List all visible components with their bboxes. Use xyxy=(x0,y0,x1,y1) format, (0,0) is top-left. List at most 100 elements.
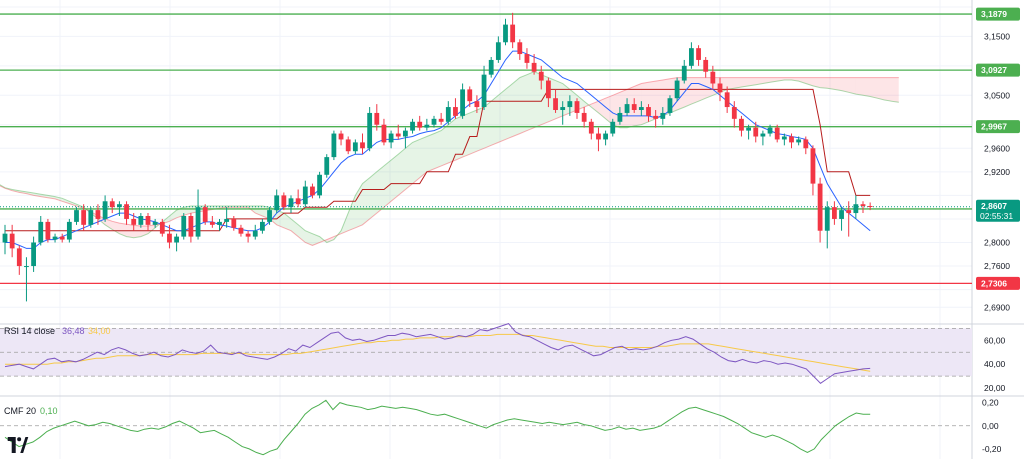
level-tag xyxy=(976,276,1020,290)
candle-bearish xyxy=(574,101,580,113)
cloud-segment-bearish xyxy=(105,218,113,230)
senkou-span-a xyxy=(0,71,899,244)
cloud-segment-bullish xyxy=(348,195,356,231)
candle-bullish xyxy=(767,127,773,134)
candle-bearish xyxy=(653,115,659,119)
cmf-tick-label: 0,20 xyxy=(982,398,999,408)
cloud-segment-bullish xyxy=(341,213,349,234)
cloud-segment-bullish xyxy=(33,193,41,197)
cloud-segment-bearish xyxy=(727,77,735,90)
candle-bullish xyxy=(288,198,294,208)
cloud-segment-bullish xyxy=(419,136,427,178)
level-tag-label: 2,7306 xyxy=(981,278,1007,288)
cloud-segment-bearish xyxy=(762,77,771,84)
candle-bearish xyxy=(517,42,523,55)
price-axis: 3,1500 3,0500 2,9600 2,9200 2,8000 2,7600 2,69… xyxy=(976,7,1020,454)
candle-bullish xyxy=(460,89,465,116)
cloud-segment-bullish xyxy=(169,210,177,222)
candle-bullish xyxy=(66,221,72,240)
candle-bullish xyxy=(367,112,373,149)
candle-bullish xyxy=(52,236,58,240)
candle-bullish xyxy=(195,207,201,237)
candle-bearish xyxy=(453,107,458,116)
candle-bullish xyxy=(638,107,644,110)
cloud-segment-bullish xyxy=(283,213,291,231)
cloud-segment-bullish xyxy=(319,236,327,243)
candle-bearish xyxy=(360,142,365,149)
candle-bullish xyxy=(117,204,122,208)
cloud-segment-bearish xyxy=(812,77,821,88)
cloud-segment-bearish xyxy=(627,86,635,128)
candle-bearish xyxy=(531,62,537,72)
tradingview-logo-icon xyxy=(7,437,29,453)
cloud-segment-bearish xyxy=(798,77,806,84)
cloud-segment-bullish xyxy=(176,207,184,218)
candle-bullish xyxy=(274,195,280,211)
cloud-segment-bullish xyxy=(398,148,406,196)
candle-bearish xyxy=(145,216,151,225)
candle-bullish xyxy=(267,210,272,222)
candle-bearish xyxy=(739,118,744,131)
candle-bearish xyxy=(16,248,22,267)
cloud-segment-bearish xyxy=(684,77,692,108)
price-tick-label: 2,6900 xyxy=(984,302,1010,312)
candle-bearish xyxy=(188,216,194,237)
level-tag xyxy=(976,7,1020,21)
candle-bearish xyxy=(524,54,530,63)
cloud-segment-bullish xyxy=(462,112,470,158)
cloud-segment-bullish xyxy=(391,154,399,202)
cloud-segment-bearish xyxy=(777,77,785,82)
price-tick-label: 3,1500 xyxy=(984,31,1010,41)
candle-bullish xyxy=(174,236,179,243)
cmf-tick-label: 0,00 xyxy=(982,421,999,431)
price-tick-label: 3,0500 xyxy=(984,90,1010,100)
candle-bearish xyxy=(395,133,401,137)
candle-bullish xyxy=(503,24,508,43)
candle-bearish xyxy=(789,136,794,143)
cloud-segment-bullish xyxy=(362,177,370,225)
candle-bullish xyxy=(689,48,694,66)
candle-bearish xyxy=(81,210,87,225)
cloud-segment-bullish xyxy=(55,196,63,202)
candle-bearish xyxy=(703,59,709,72)
candle-bullish xyxy=(781,136,787,140)
cloud-segment-bullish xyxy=(512,77,520,137)
candle-bearish xyxy=(438,118,444,122)
candle-bearish xyxy=(817,183,823,231)
candle-bullish xyxy=(138,216,144,225)
candle-bearish xyxy=(588,121,594,134)
candle-bearish xyxy=(553,98,558,110)
cloud-segment-bearish xyxy=(140,226,148,237)
candle-bearish xyxy=(596,133,601,140)
candle-bullish xyxy=(260,221,265,231)
candle-bullish xyxy=(181,216,187,237)
candle-bearish xyxy=(159,221,165,234)
cloud-segment-bullish xyxy=(584,101,592,108)
candle-bearish xyxy=(338,133,344,140)
cloud-segment-bearish xyxy=(748,77,756,86)
candle-bullish xyxy=(38,221,44,243)
candle-bearish xyxy=(753,127,759,137)
cmf-tick-label: -0,20 xyxy=(982,444,1002,454)
cmf-panel xyxy=(0,399,972,456)
kijun-line xyxy=(5,88,871,232)
cloud-segment-bearish xyxy=(119,223,127,237)
cmf-value: 0,10 xyxy=(40,406,58,416)
cloud-segment-bearish xyxy=(634,83,642,126)
cloud-segment-bearish xyxy=(641,82,649,125)
cloud-segment-bullish xyxy=(355,183,363,228)
current-price-tag xyxy=(976,199,1020,222)
cloud-segment-bearish xyxy=(734,77,742,89)
senkou-span-b xyxy=(0,77,899,246)
level-tag xyxy=(976,63,1020,77)
candle-bearish xyxy=(167,233,172,243)
candle-bullish xyxy=(495,42,501,60)
candle-bullish xyxy=(603,133,608,140)
candle-bullish xyxy=(403,130,408,137)
candle-bearish xyxy=(631,104,637,110)
cloud-segment-bullish xyxy=(455,115,463,161)
candle-bearish xyxy=(731,107,737,119)
rsi-tick-label: 20,00 xyxy=(984,383,1006,393)
